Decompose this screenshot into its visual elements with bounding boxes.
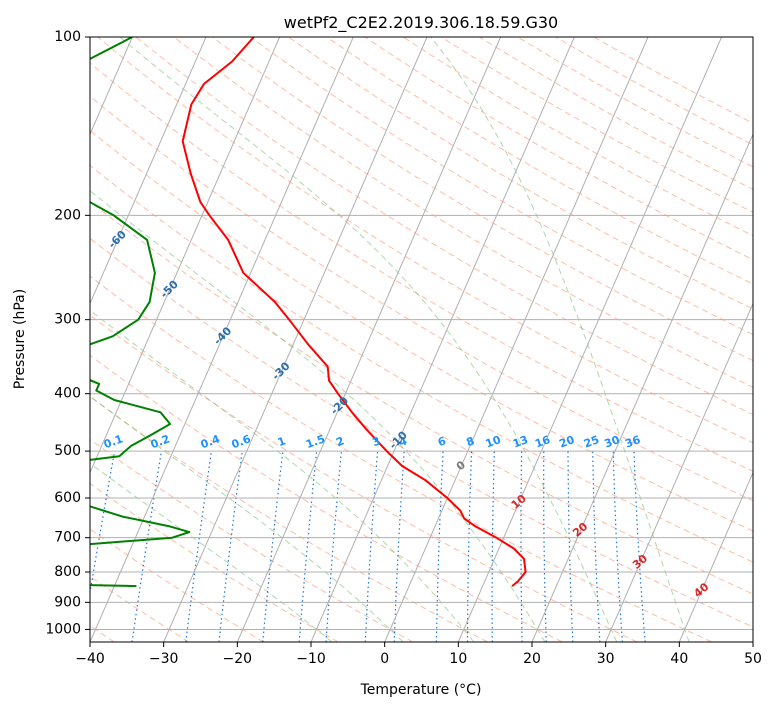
y-tick-label: 200 <box>54 207 81 223</box>
y-tick-label: 700 <box>54 530 81 546</box>
y-tick-label: 100 <box>54 29 81 45</box>
x-tick-label: −10 <box>296 651 326 667</box>
y-tick-label: 500 <box>54 443 81 459</box>
y-tick-label: 800 <box>54 564 81 580</box>
x-tick-label: 30 <box>597 651 615 667</box>
y-tick-label: 1000 <box>45 621 81 637</box>
x-tick-label: −30 <box>149 651 179 667</box>
x-tick-label: −40 <box>75 651 105 667</box>
y-tick-label: 900 <box>54 594 81 610</box>
x-tick-label: 10 <box>449 651 467 667</box>
y-axis-label: Pressure (hPa) <box>12 289 28 389</box>
x-axis-label: Temperature (°C) <box>360 682 482 698</box>
y-tick-label: 300 <box>54 312 81 328</box>
chart-title: wetPf2_C2E2.2019.306.18.59.G30 <box>284 13 558 33</box>
x-tick-label: 50 <box>744 651 762 667</box>
y-tick-label: 400 <box>54 386 81 402</box>
y-tick-label: 600 <box>54 490 81 506</box>
x-tick-label: −20 <box>223 651 253 667</box>
x-tick-label: 0 <box>380 651 389 667</box>
x-tick-label: 20 <box>523 651 541 667</box>
x-tick-label: 40 <box>670 651 688 667</box>
